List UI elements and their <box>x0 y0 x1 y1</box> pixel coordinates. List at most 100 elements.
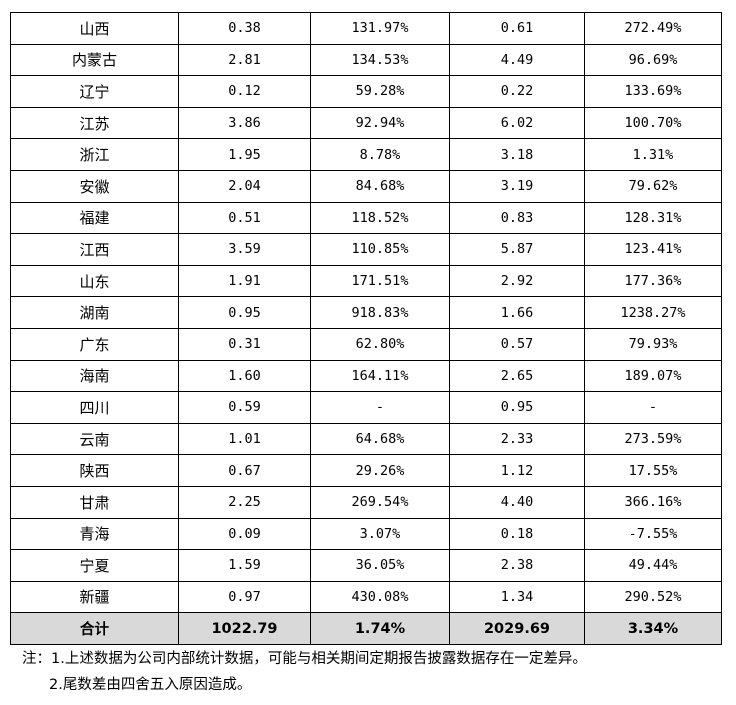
value-cell-c1: 1.01 <box>178 422 311 456</box>
value-cell-c2: 64.68% <box>310 422 450 456</box>
value-cell-c4: 123.41% <box>584 233 722 266</box>
region-cell: 山西 <box>10 12 179 45</box>
value-cell-c1: 0.59 <box>178 391 311 424</box>
value-cell-c4: 189.07% <box>584 359 722 393</box>
total-row: 合计 1022.79 1.74% 2029.69 3.34% <box>10 612 722 645</box>
value-cell-c1: 0.97 <box>178 580 311 614</box>
region-cell: 海南 <box>10 359 179 393</box>
table-row: 安徽 2.04 84.68% 3.19 79.62% <box>10 169 722 203</box>
region-cell: 辽宁 <box>10 75 179 108</box>
value-cell-c4: 100.70% <box>584 106 722 140</box>
table-row: 内蒙古 2.81 134.53% 4.49 96.69% <box>10 43 722 77</box>
value-cell-c3: 0.57 <box>449 327 585 361</box>
value-cell-c3: 1.34 <box>449 580 585 614</box>
value-cell-c2: 164.11% <box>310 359 450 393</box>
value-cell-c2: 36.05% <box>310 549 450 582</box>
region-cell: 四川 <box>10 391 179 424</box>
data-table: 山西 0.38 131.97% 0.61 272.49% 内蒙古 2.81 134.53% 4.… <box>10 12 722 645</box>
value-cell-c1: 1.59 <box>178 549 311 582</box>
value-cell-c2: 430.08% <box>310 580 450 614</box>
table-row: 青海 0.09 3.07% 0.18 -7.55% <box>10 517 722 551</box>
value-cell-c4: 177.36% <box>584 264 722 298</box>
value-cell-c4: 133.69% <box>584 75 722 108</box>
value-cell-c4: 272.49% <box>584 12 722 45</box>
table-row: 辽宁 0.12 59.28% 0.22 133.69% <box>10 75 722 108</box>
value-cell-c3: 4.40 <box>449 485 585 519</box>
region-cell: 甘肃 <box>10 485 179 519</box>
value-cell-c3: 1.12 <box>449 454 585 487</box>
value-cell-c1: 2.81 <box>178 43 311 77</box>
value-cell-c3: 3.18 <box>449 138 585 171</box>
value-cell-c3: 5.87 <box>449 233 585 266</box>
value-cell-c3: 0.61 <box>449 12 585 45</box>
table-row: 海南 1.60 164.11% 2.65 189.07% <box>10 359 722 393</box>
value-cell-c2: 171.51% <box>310 264 450 298</box>
value-cell-c3: 0.95 <box>449 391 585 424</box>
value-cell-c2: 110.85% <box>310 233 450 266</box>
region-cell: 山东 <box>10 264 179 298</box>
value-cell-c1: 0.31 <box>178 327 311 361</box>
region-cell: 湖南 <box>10 296 179 329</box>
value-cell-c2: 269.54% <box>310 485 450 519</box>
value-cell-c3: 3.19 <box>449 169 585 203</box>
value-cell-c1: 1.60 <box>178 359 311 393</box>
value-cell-c4: 3.34% <box>584 612 722 645</box>
value-cell-c1: 1.91 <box>178 264 311 298</box>
value-cell-c4: 17.55% <box>584 454 722 487</box>
value-cell-c1: 3.86 <box>178 106 311 140</box>
value-cell-c2: - <box>310 391 450 424</box>
value-cell-c2: 59.28% <box>310 75 450 108</box>
value-cell-c1: 0.12 <box>178 75 311 108</box>
table-row: 云南 1.01 64.68% 2.33 273.59% <box>10 422 722 456</box>
value-cell-c4: 79.62% <box>584 169 722 203</box>
table-row: 山西 0.38 131.97% 0.61 272.49% <box>10 12 722 45</box>
value-cell-c4: 1238.27% <box>584 296 722 329</box>
footnote-2: 2.尾数差由四舍五入原因造成。 <box>49 677 252 693</box>
value-cell-c4: 273.59% <box>584 422 722 456</box>
region-cell: 陕西 <box>10 454 179 487</box>
value-cell-c2: 918.83% <box>310 296 450 329</box>
footnote-1: 注：1.上述数据为公司内部统计数据，可能与相关期间定期报告披露数据存在一定差异。 <box>22 651 587 667</box>
table-row: 江西 3.59 110.85% 5.87 123.41% <box>10 233 722 266</box>
value-cell-c3: 2.38 <box>449 549 585 582</box>
value-cell-c2: 29.26% <box>310 454 450 487</box>
region-cell: 安徽 <box>10 169 179 203</box>
footnotes: 注：1.上述数据为公司内部统计数据，可能与相关期间定期报告披露数据存在一定差异。… <box>22 646 587 698</box>
value-cell-c4: 366.16% <box>584 485 722 519</box>
table-row: 甘肃 2.25 269.54% 4.40 366.16% <box>10 485 722 519</box>
value-cell-c3: 0.18 <box>449 517 585 551</box>
value-cell-c2: 84.68% <box>310 169 450 203</box>
region-cell: 青海 <box>10 517 179 551</box>
value-cell-c2: 118.52% <box>310 201 450 235</box>
value-cell-c4: 79.93% <box>584 327 722 361</box>
value-cell-c3: 2.65 <box>449 359 585 393</box>
value-cell-c1: 0.51 <box>178 201 311 235</box>
region-cell: 福建 <box>10 201 179 235</box>
value-cell-c2: 134.53% <box>310 43 450 77</box>
table-row: 宁夏 1.59 36.05% 2.38 49.44% <box>10 549 722 582</box>
table-row: 四川 0.59-0.95- <box>10 391 722 424</box>
region-cell: 宁夏 <box>10 549 179 582</box>
table-row: 山东 1.91 171.51% 2.92 177.36% <box>10 264 722 298</box>
value-cell-c1: 0.67 <box>178 454 311 487</box>
region-cell: 江苏 <box>10 106 179 140</box>
value-cell-c4: 290.52% <box>584 580 722 614</box>
region-cell: 新疆 <box>10 580 179 614</box>
value-cell-c2: 3.07% <box>310 517 450 551</box>
table-body: 山西 0.38 131.97% 0.61 272.49% 内蒙古 2.81 134.53% 4.… <box>10 12 722 645</box>
value-cell-c4: 49.44% <box>584 549 722 582</box>
value-cell-c1: 2.04 <box>178 169 311 203</box>
region-cell: 云南 <box>10 422 179 456</box>
value-cell-c1: 0.09 <box>178 517 311 551</box>
value-cell-c3: 6.02 <box>449 106 585 140</box>
value-cell-c2: 8.78% <box>310 138 450 171</box>
value-cell-c3: 0.83 <box>449 201 585 235</box>
value-cell-c4: 1.31% <box>584 138 722 171</box>
value-cell-c2: 62.80% <box>310 327 450 361</box>
value-cell-c2: 1.74% <box>310 612 450 645</box>
value-cell-c4: -7.55% <box>584 517 722 551</box>
value-cell-c1: 1.95 <box>178 138 311 171</box>
region-cell: 浙江 <box>10 138 179 171</box>
value-cell-c3: 2.33 <box>449 422 585 456</box>
value-cell-c4: 96.69% <box>584 43 722 77</box>
